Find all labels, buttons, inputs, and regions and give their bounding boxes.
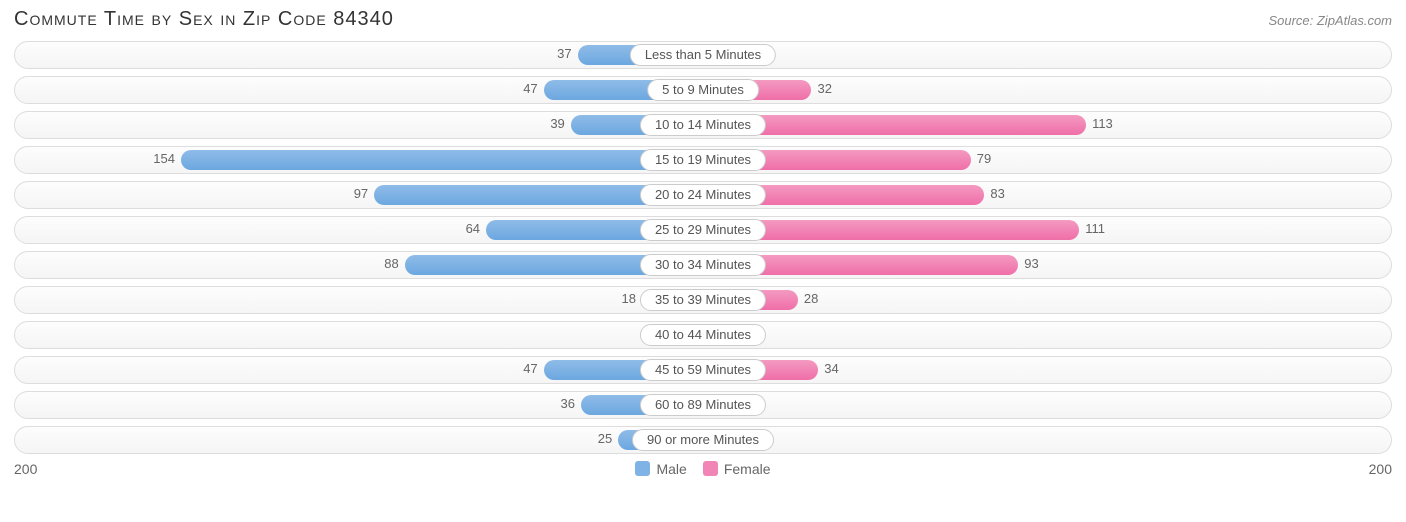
table-row: 97 83 20 to 24 Minutes	[14, 181, 1392, 209]
category-pill: 60 to 89 Minutes	[640, 394, 766, 416]
female-value: 79	[977, 151, 991, 166]
chart-rows: 379Less than 5 Minutes 47 32 5 to 9 Minutes…	[14, 41, 1392, 454]
category-pill: 10 to 14 Minutes	[640, 114, 766, 136]
male-bar	[181, 150, 703, 170]
female-value: 93	[1024, 256, 1038, 271]
table-row: 154 79 15 to 19 Minutes	[14, 146, 1392, 174]
table-row: 47 32 5 to 9 Minutes	[14, 76, 1392, 104]
female-value: 113	[1092, 116, 1113, 131]
category-pill: 30 to 34 Minutes	[640, 254, 766, 276]
chart-source: Source: ZipAtlas.com	[1268, 13, 1392, 28]
male-value: 47	[523, 81, 537, 96]
male-value: 25	[598, 431, 612, 446]
male-value: 39	[550, 116, 564, 131]
legend-item-female: Female	[703, 461, 771, 477]
male-value: 154	[153, 151, 175, 166]
male-value: 18	[622, 291, 636, 306]
category-pill: 40 to 44 Minutes	[640, 324, 766, 346]
category-pill: 20 to 24 Minutes	[640, 184, 766, 206]
female-value: 111	[1085, 221, 1105, 236]
axis-right-max: 200	[1369, 461, 1392, 477]
chart-title: Commute Time by Sex in Zip Code 84340	[14, 8, 394, 31]
female-value: 34	[824, 361, 838, 376]
female-swatch-icon	[703, 461, 718, 476]
chart-header: Commute Time by Sex in Zip Code 84340 So…	[14, 8, 1392, 31]
table-row: 10040 to 44 Minutes	[14, 321, 1392, 349]
category-pill: 5 to 9 Minutes	[647, 79, 759, 101]
axis-left-max: 200	[14, 461, 37, 477]
legend-female-label: Female	[724, 461, 771, 477]
table-row: 18 28 35 to 39 Minutes	[14, 286, 1392, 314]
category-pill: 25 to 29 Minutes	[640, 219, 766, 241]
legend-item-male: Male	[635, 461, 686, 477]
male-swatch-icon	[635, 461, 650, 476]
table-row: 379Less than 5 Minutes	[14, 41, 1392, 69]
legend-male-label: Male	[656, 461, 686, 477]
female-value: 83	[990, 186, 1004, 201]
legend: Male Female	[635, 461, 770, 477]
category-pill: 90 or more Minutes	[632, 429, 774, 451]
table-row: 39 113 10 to 14 Minutes	[14, 111, 1392, 139]
table-row: 64 111 25 to 29 Minutes	[14, 216, 1392, 244]
category-pill: 45 to 59 Minutes	[640, 359, 766, 381]
category-pill: 15 to 19 Minutes	[640, 149, 766, 171]
female-value: 32	[817, 81, 831, 96]
male-value: 47	[523, 361, 537, 376]
male-value: 37	[557, 46, 571, 61]
table-row: 361060 to 89 Minutes	[14, 391, 1392, 419]
female-value: 28	[804, 291, 818, 306]
chart-container: Commute Time by Sex in Zip Code 84340 So…	[0, 0, 1406, 522]
chart-footer: 200 Male Female 200	[14, 461, 1392, 477]
table-row: 88 93 30 to 34 Minutes	[14, 251, 1392, 279]
category-pill: Less than 5 Minutes	[630, 44, 776, 66]
table-row: 47 34 45 to 59 Minutes	[14, 356, 1392, 384]
male-value: 64	[466, 221, 480, 236]
male-value: 36	[561, 396, 575, 411]
table-row: 251390 or more Minutes	[14, 426, 1392, 454]
male-value: 97	[354, 186, 368, 201]
category-pill: 35 to 39 Minutes	[640, 289, 766, 311]
male-value: 88	[384, 256, 398, 271]
